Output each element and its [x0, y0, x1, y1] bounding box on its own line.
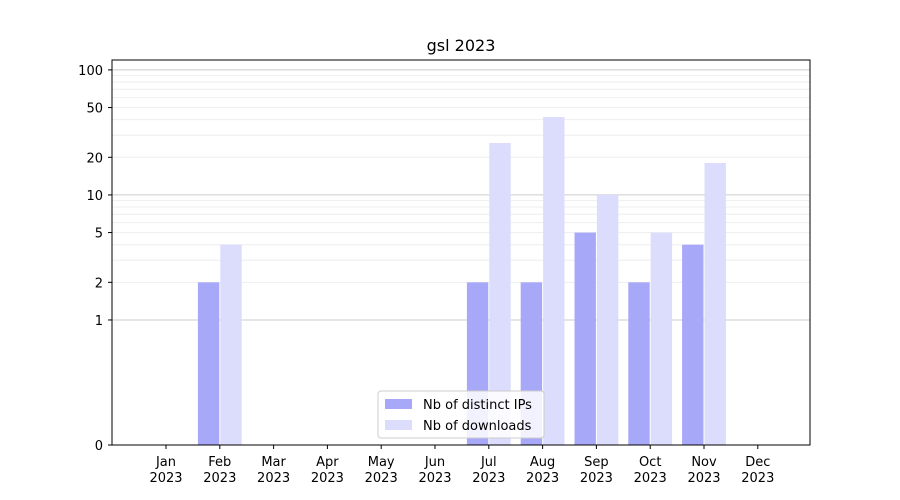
x-tick-label: May 2023	[365, 455, 398, 486]
y-tick-label: 0	[95, 439, 103, 454]
x-tick-label: Feb 2023	[203, 455, 236, 486]
y-tick-label: 10	[86, 189, 103, 204]
y-tick-label: 1	[95, 314, 103, 329]
x-tick-label: Aug 2023	[526, 455, 559, 486]
x-tick-label: Jun 2023	[418, 455, 451, 486]
bar-downloads	[220, 244, 242, 445]
y-tick-label: 50	[86, 102, 103, 117]
bar-downloads	[650, 232, 673, 445]
bar-distinct-ips	[197, 282, 220, 445]
x-tick-label: Jul 2023	[472, 455, 505, 486]
bar-downloads	[596, 194, 619, 445]
x-tick-label: Apr 2023	[311, 455, 344, 486]
x-axis: Jan 2023 Feb 2023 Mar 2023 Apr 2023 May 2023 Jun 20…	[149, 445, 774, 486]
x-tick-label: Nov 2023	[687, 455, 720, 486]
bar-distinct-ips	[574, 232, 596, 445]
y-tick-label: 100	[78, 64, 103, 79]
legend-swatch	[385, 399, 412, 409]
x-tick-label: Oct 2023	[634, 455, 667, 486]
x-tick-label: Jan 2023	[149, 455, 182, 486]
plot-frame	[111, 59, 811, 446]
legend: Nb of distinct IPs Nb of downloads	[377, 390, 545, 439]
y-tick-label: 20	[86, 151, 103, 166]
bar-distinct-ips	[628, 282, 650, 445]
chart-title: gsl 2023	[427, 36, 496, 55]
x-tick-label: Dec 2023	[741, 455, 774, 486]
y-tick-label: 2	[95, 276, 103, 291]
bars	[197, 117, 726, 445]
bar-distinct-ips	[682, 244, 704, 445]
legend-label: Nb of downloads	[423, 419, 532, 434]
bar-downloads	[489, 143, 511, 445]
legend-swatch	[385, 420, 412, 430]
x-tick-label: Sep 2023	[580, 455, 613, 486]
x-tick-label: Mar 2023	[257, 455, 290, 486]
grid-lines	[112, 69, 810, 321]
bar-downloads	[543, 117, 565, 445]
legend-box	[377, 390, 545, 439]
legend-label: Nb of distinct IPs	[423, 398, 532, 413]
bar-downloads	[704, 163, 726, 445]
y-axis: 0 1 2 5 10 20 50 100	[78, 64, 112, 454]
y-tick-label: 5	[95, 227, 103, 242]
